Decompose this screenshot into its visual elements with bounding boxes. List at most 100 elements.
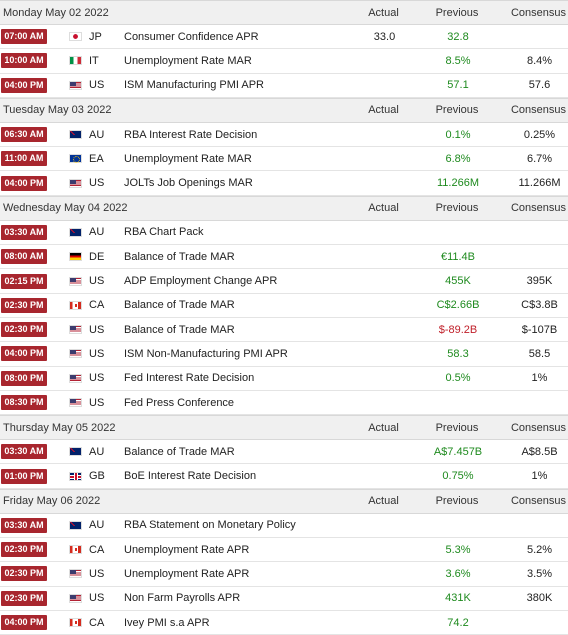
event-row[interactable]: 03:30 AM AU Balance of Trade MAR A$7.457B A$… xyxy=(0,440,568,465)
event-row[interactable]: 04:00 PM US ISM Manufacturing PMI APR 57.1 5… xyxy=(0,73,568,98)
event-name[interactable]: RBA Interest Rate Decision xyxy=(124,128,258,141)
event-time-badge: 02:30 PM xyxy=(1,297,47,313)
event-name[interactable]: Non Farm Payrolls APR xyxy=(124,592,241,605)
time-cell: 07:00 AM xyxy=(0,29,69,45)
time-cell: 02:30 PM xyxy=(0,566,69,582)
event-name[interactable]: Balance of Trade MAR xyxy=(124,445,235,458)
event-name[interactable]: Fed Press Conference xyxy=(124,396,235,409)
event-row[interactable]: 08:00 PM US Fed Interest Rate Decision 0.5%… xyxy=(0,366,568,391)
event-row[interactable]: 08:00 AM DE Balance of Trade MAR €11.4B xyxy=(0,245,568,270)
event-time-badge: 02:30 PM xyxy=(1,590,47,606)
time-cell: 02:30 PM xyxy=(0,322,69,338)
consensus-value: A$8.5B xyxy=(521,445,558,458)
previous-value: 6.8% xyxy=(445,152,471,165)
event-row[interactable]: 02:30 PM US Non Farm Payrolls APR 431K 380K xyxy=(0,586,568,611)
event-name[interactable]: BoE Interest Rate Decision xyxy=(124,470,257,483)
flag-cell xyxy=(69,471,86,481)
event-row[interactable]: 04:00 PM US ISM Non-Manufacturing PMI APR 5… xyxy=(0,342,568,367)
au-flag-icon xyxy=(69,227,82,237)
event-row[interactable]: 02:30 PM US Balance of Trade MAR $-89.2B $-1… xyxy=(0,317,568,343)
event-row[interactable]: 02:30 PM CA Balance of Trade MAR C$2.66B C$3… xyxy=(0,293,568,318)
country-code: AU xyxy=(89,226,105,239)
event-row[interactable]: 10:00 AM IT Unemployment Rate MAR 8.5% 8.4% xyxy=(0,49,568,74)
previous-value: 0.5% xyxy=(445,372,471,385)
time-cell: 02:30 PM xyxy=(0,297,69,313)
event-name[interactable]: Unemployment Rate APR xyxy=(124,543,250,556)
us-flag-icon xyxy=(69,178,82,188)
previous-value: 431K xyxy=(445,592,471,605)
country-code: AU xyxy=(89,445,105,458)
event-time-badge: 04:00 PM xyxy=(1,77,47,93)
event-name[interactable]: Balance of Trade MAR xyxy=(124,250,235,263)
event-row[interactable]: 02:30 PM US Unemployment Rate APR 3.6% 3.5% xyxy=(0,562,568,587)
event-time-badge: 06:30 AM xyxy=(1,127,47,143)
consensus-value: 1% xyxy=(531,470,548,483)
previous-value: 57.1 xyxy=(447,79,469,92)
event-time-badge: 02:30 PM xyxy=(1,542,47,558)
us-flag-icon xyxy=(69,569,82,579)
previous-value: 58.3 xyxy=(447,347,469,360)
ca-flag-icon xyxy=(69,618,82,628)
de-flag-icon xyxy=(69,252,82,262)
day-date: Tuesday May 03 2022 xyxy=(3,104,112,117)
column-header-previous: Previous xyxy=(435,6,479,19)
day-date: Friday May 06 2022 xyxy=(3,495,101,508)
us-flag-icon xyxy=(69,276,82,286)
jp-flag-icon xyxy=(69,32,82,42)
event-row[interactable]: 11:00 AM EA Unemployment Rate MAR 6.8% 6.7% xyxy=(0,147,568,172)
ea-flag-icon xyxy=(69,154,82,164)
event-name[interactable]: ISM Non-Manufacturing PMI APR xyxy=(124,347,288,360)
event-name[interactable]: Ivey PMI s.a APR xyxy=(124,616,210,629)
column-header-consensus: Consensus xyxy=(510,104,567,117)
event-time-badge: 08:00 PM xyxy=(1,370,47,386)
column-header-actual: Actual xyxy=(368,421,399,434)
event-row[interactable]: 07:00 AM JP Consumer Confidence APR 33.0 32.… xyxy=(0,25,568,50)
event-row[interactable]: 08:30 PM US Fed Press Conference xyxy=(0,390,568,416)
event-name[interactable]: Balance of Trade MAR xyxy=(124,299,235,312)
event-row[interactable]: 06:30 AM AU RBA Interest Rate Decision 0.1%… xyxy=(0,122,568,148)
actual-value: 33.0 xyxy=(373,30,396,43)
event-row[interactable]: 02:15 PM US ADP Employment Change APR 455K 3… xyxy=(0,269,568,294)
event-row[interactable]: 01:00 PM GB BoE Interest Rate Decision 0.75… xyxy=(0,464,568,489)
time-cell: 02:30 PM xyxy=(0,590,69,606)
time-cell: 04:00 PM xyxy=(0,77,69,93)
time-cell: 08:30 PM xyxy=(0,395,69,410)
country-code: US xyxy=(89,372,105,385)
event-row[interactable]: 03:30 AM AU RBA Chart Pack xyxy=(0,220,568,246)
country-code: US xyxy=(89,567,105,580)
time-cell: 02:15 PM xyxy=(0,273,69,289)
consensus-value: 1% xyxy=(531,372,548,385)
consensus-value: $-107B xyxy=(521,323,558,336)
country-code: CA xyxy=(89,616,105,629)
time-cell: 06:30 AM xyxy=(0,127,69,143)
previous-value: $-89.2B xyxy=(438,323,478,336)
event-name[interactable]: Unemployment Rate MAR xyxy=(124,54,252,67)
event-name[interactable]: Balance of Trade MAR xyxy=(124,323,235,336)
us-flag-icon xyxy=(69,349,82,359)
country-code: CA xyxy=(89,299,105,312)
event-name[interactable]: Unemployment Rate APR xyxy=(124,567,250,580)
event-name[interactable]: Fed Interest Rate Decision xyxy=(124,372,255,385)
event-name[interactable]: ISM Manufacturing PMI APR xyxy=(124,79,264,92)
event-row[interactable]: 04:00 PM US JOLTs Job Openings MAR 11.266M 1… xyxy=(0,171,568,196)
event-name[interactable]: ADP Employment Change APR xyxy=(124,275,278,288)
time-cell: 08:00 PM xyxy=(0,370,69,386)
event-row[interactable]: 03:30 AM AU RBA Statement on Monetary Poli… xyxy=(0,513,568,539)
event-time-badge: 11:00 AM xyxy=(1,151,47,167)
time-cell: 01:00 PM xyxy=(0,468,69,484)
event-name[interactable]: RBA Statement on Monetary Policy xyxy=(124,519,296,532)
event-name[interactable]: Consumer Confidence APR xyxy=(124,30,259,43)
event-name[interactable]: RBA Chart Pack xyxy=(124,226,204,239)
au-flag-icon xyxy=(69,520,82,530)
column-header-previous: Previous xyxy=(435,495,479,508)
time-cell: 03:30 AM xyxy=(0,444,69,460)
column-header-actual: Actual xyxy=(368,104,399,117)
previous-value: 11.266M xyxy=(437,177,479,190)
event-time-badge: 04:00 PM xyxy=(1,346,47,362)
event-name[interactable]: Unemployment Rate MAR xyxy=(124,152,252,165)
event-name[interactable]: JOLTs Job Openings MAR xyxy=(124,177,253,190)
column-header-actual: Actual xyxy=(368,495,399,508)
event-row[interactable]: 02:30 PM CA Unemployment Rate APR 5.3% 5.2% xyxy=(0,538,568,563)
column-header-consensus: Consensus xyxy=(510,421,567,434)
event-row[interactable]: 04:00 PM CA Ivey PMI s.a APR 74.2 xyxy=(0,610,568,635)
